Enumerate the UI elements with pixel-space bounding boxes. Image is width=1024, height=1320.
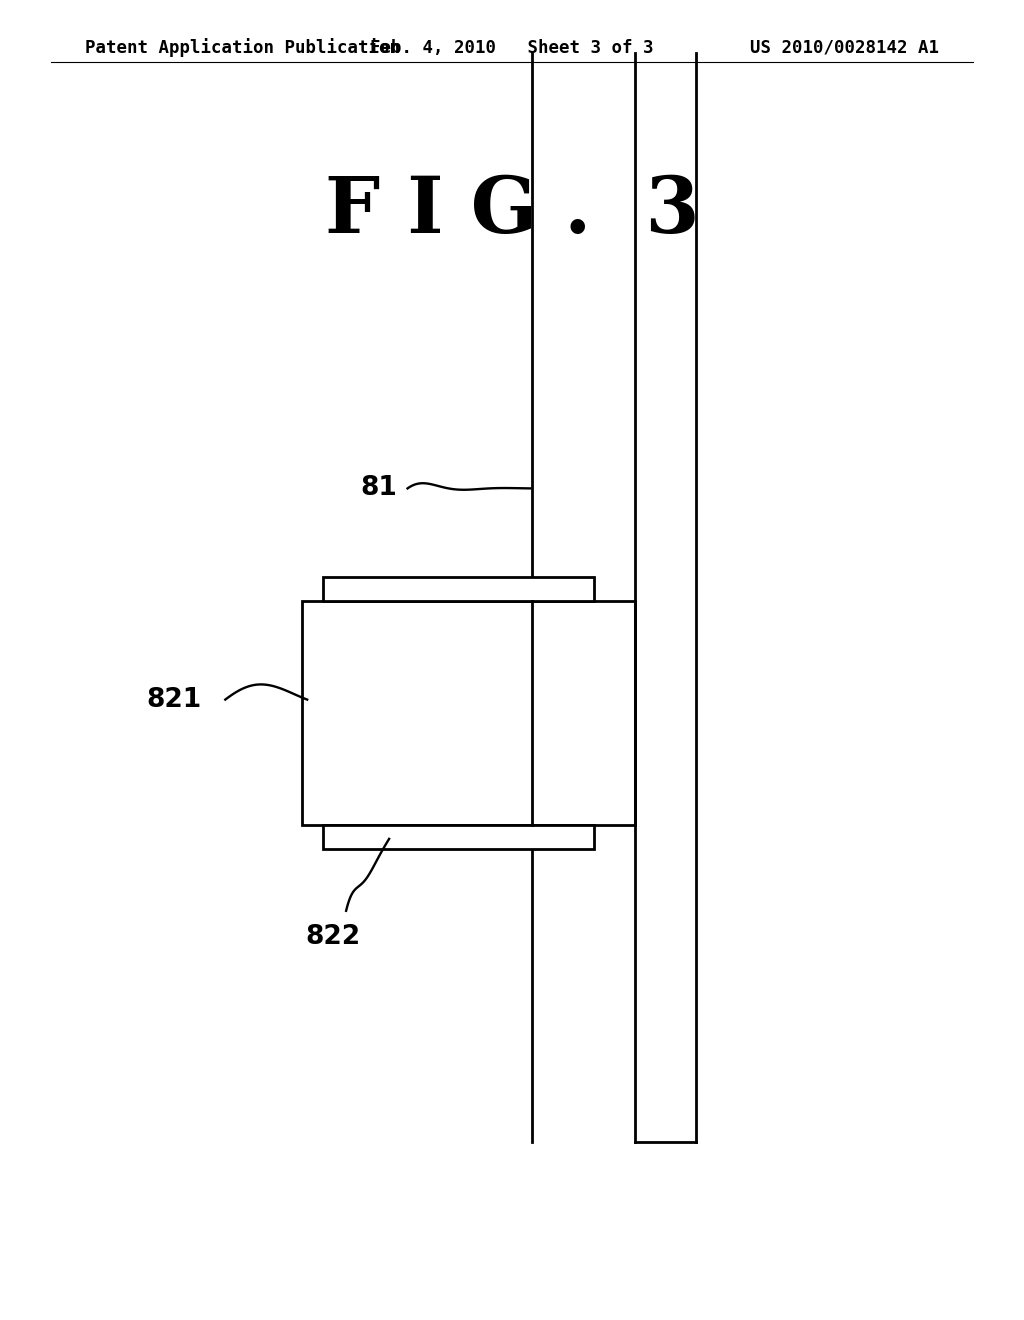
Text: Feb. 4, 2010   Sheet 3 of 3: Feb. 4, 2010 Sheet 3 of 3: [371, 38, 653, 57]
Bar: [323, 577, 594, 601]
Text: 822: 822: [305, 924, 360, 950]
Text: F I G .  3: F I G . 3: [325, 173, 699, 249]
Text: 821: 821: [146, 686, 202, 713]
Bar: [323, 825, 594, 849]
Text: Patent Application Publication: Patent Application Publication: [85, 38, 400, 57]
Bar: [302, 601, 635, 825]
Text: US 2010/0028142 A1: US 2010/0028142 A1: [750, 38, 939, 57]
Text: 81: 81: [360, 475, 397, 502]
